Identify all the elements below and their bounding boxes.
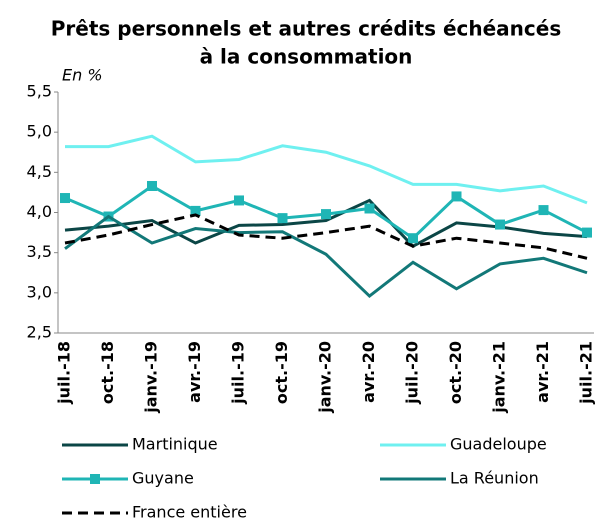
x-tick-label: janv.-20 [316, 341, 335, 414]
chart-title: à la consommation [200, 45, 413, 69]
x-tick-label: avr.-21 [533, 341, 552, 403]
legend-label: France entière [132, 503, 247, 521]
y-tick-label: 2,5 [27, 323, 52, 342]
x-tick-label: avr.-19 [185, 341, 204, 403]
marker [451, 191, 462, 202]
marker [190, 205, 201, 216]
y-tick-label: 3,0 [27, 282, 52, 301]
marker [234, 195, 244, 206]
marker [495, 219, 505, 230]
series-line [65, 134, 588, 205]
y-tick-label: 5,5 [27, 82, 52, 101]
marker [147, 180, 157, 191]
x-tick-label: juil.-20 [403, 341, 422, 405]
marker [408, 233, 418, 244]
legend-marker [90, 474, 100, 484]
y-axis-label: En % [62, 66, 103, 85]
legend-label: Martinique [132, 435, 218, 454]
x-tick-label: avr.-20 [359, 341, 378, 403]
chart-title: Prêts personnels et autres crédits échéa… [51, 17, 562, 41]
y-tick-label: 4,0 [27, 202, 52, 221]
x-tick-label: janv.-21 [490, 341, 509, 414]
x-tick-label: oct.-20 [446, 341, 465, 404]
x-tick-label: janv.-19 [142, 341, 161, 414]
marker [364, 203, 375, 214]
x-tick-label: juil.-18 [55, 341, 74, 405]
x-tick-label: juil.-19 [229, 341, 248, 405]
legend-label: Guadeloupe [450, 435, 547, 454]
y-tick-label: 4,5 [27, 162, 52, 181]
y-tick-label: 5,0 [27, 122, 52, 141]
marker [321, 209, 331, 220]
marker [582, 227, 592, 238]
y-tick-label: 3,5 [27, 242, 52, 261]
x-tick-label: oct.-18 [98, 341, 117, 404]
marker [538, 205, 549, 216]
x-tick-label: juil.-21 [577, 341, 596, 405]
legend-label: Guyane [132, 469, 194, 488]
x-tick-label: oct.-19 [272, 341, 291, 404]
series-line [64, 213, 588, 260]
series-line [64, 214, 588, 299]
legend-label: La Réunion [450, 469, 539, 488]
marker [277, 213, 288, 224]
marker [60, 193, 70, 204]
